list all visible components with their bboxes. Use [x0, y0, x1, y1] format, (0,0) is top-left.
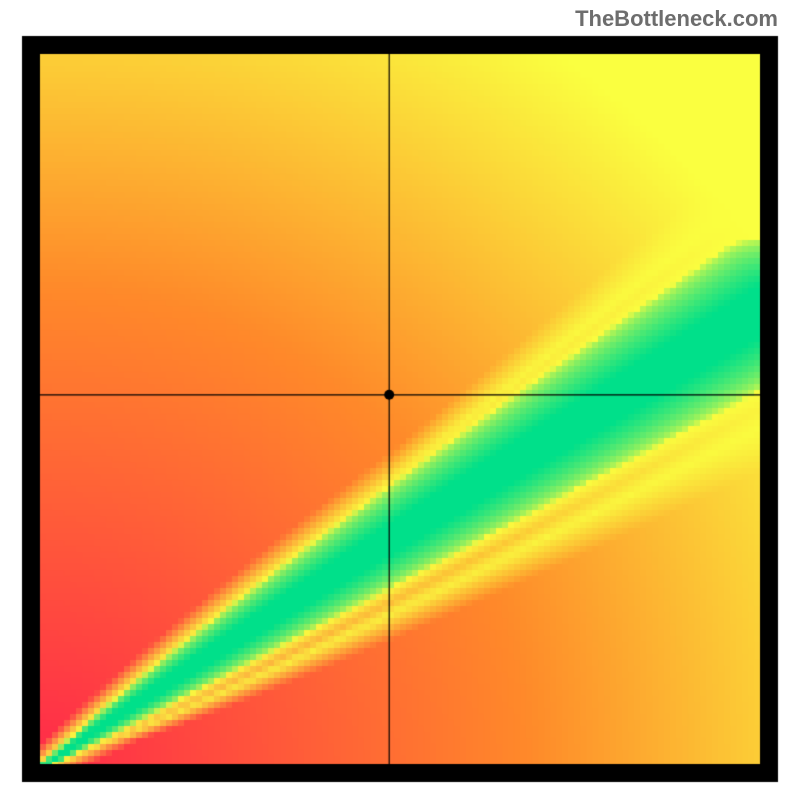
watermark-text: TheBottleneck.com — [575, 6, 778, 32]
chart-container: TheBottleneck.com — [0, 0, 800, 800]
heatmap-canvas — [0, 0, 800, 800]
